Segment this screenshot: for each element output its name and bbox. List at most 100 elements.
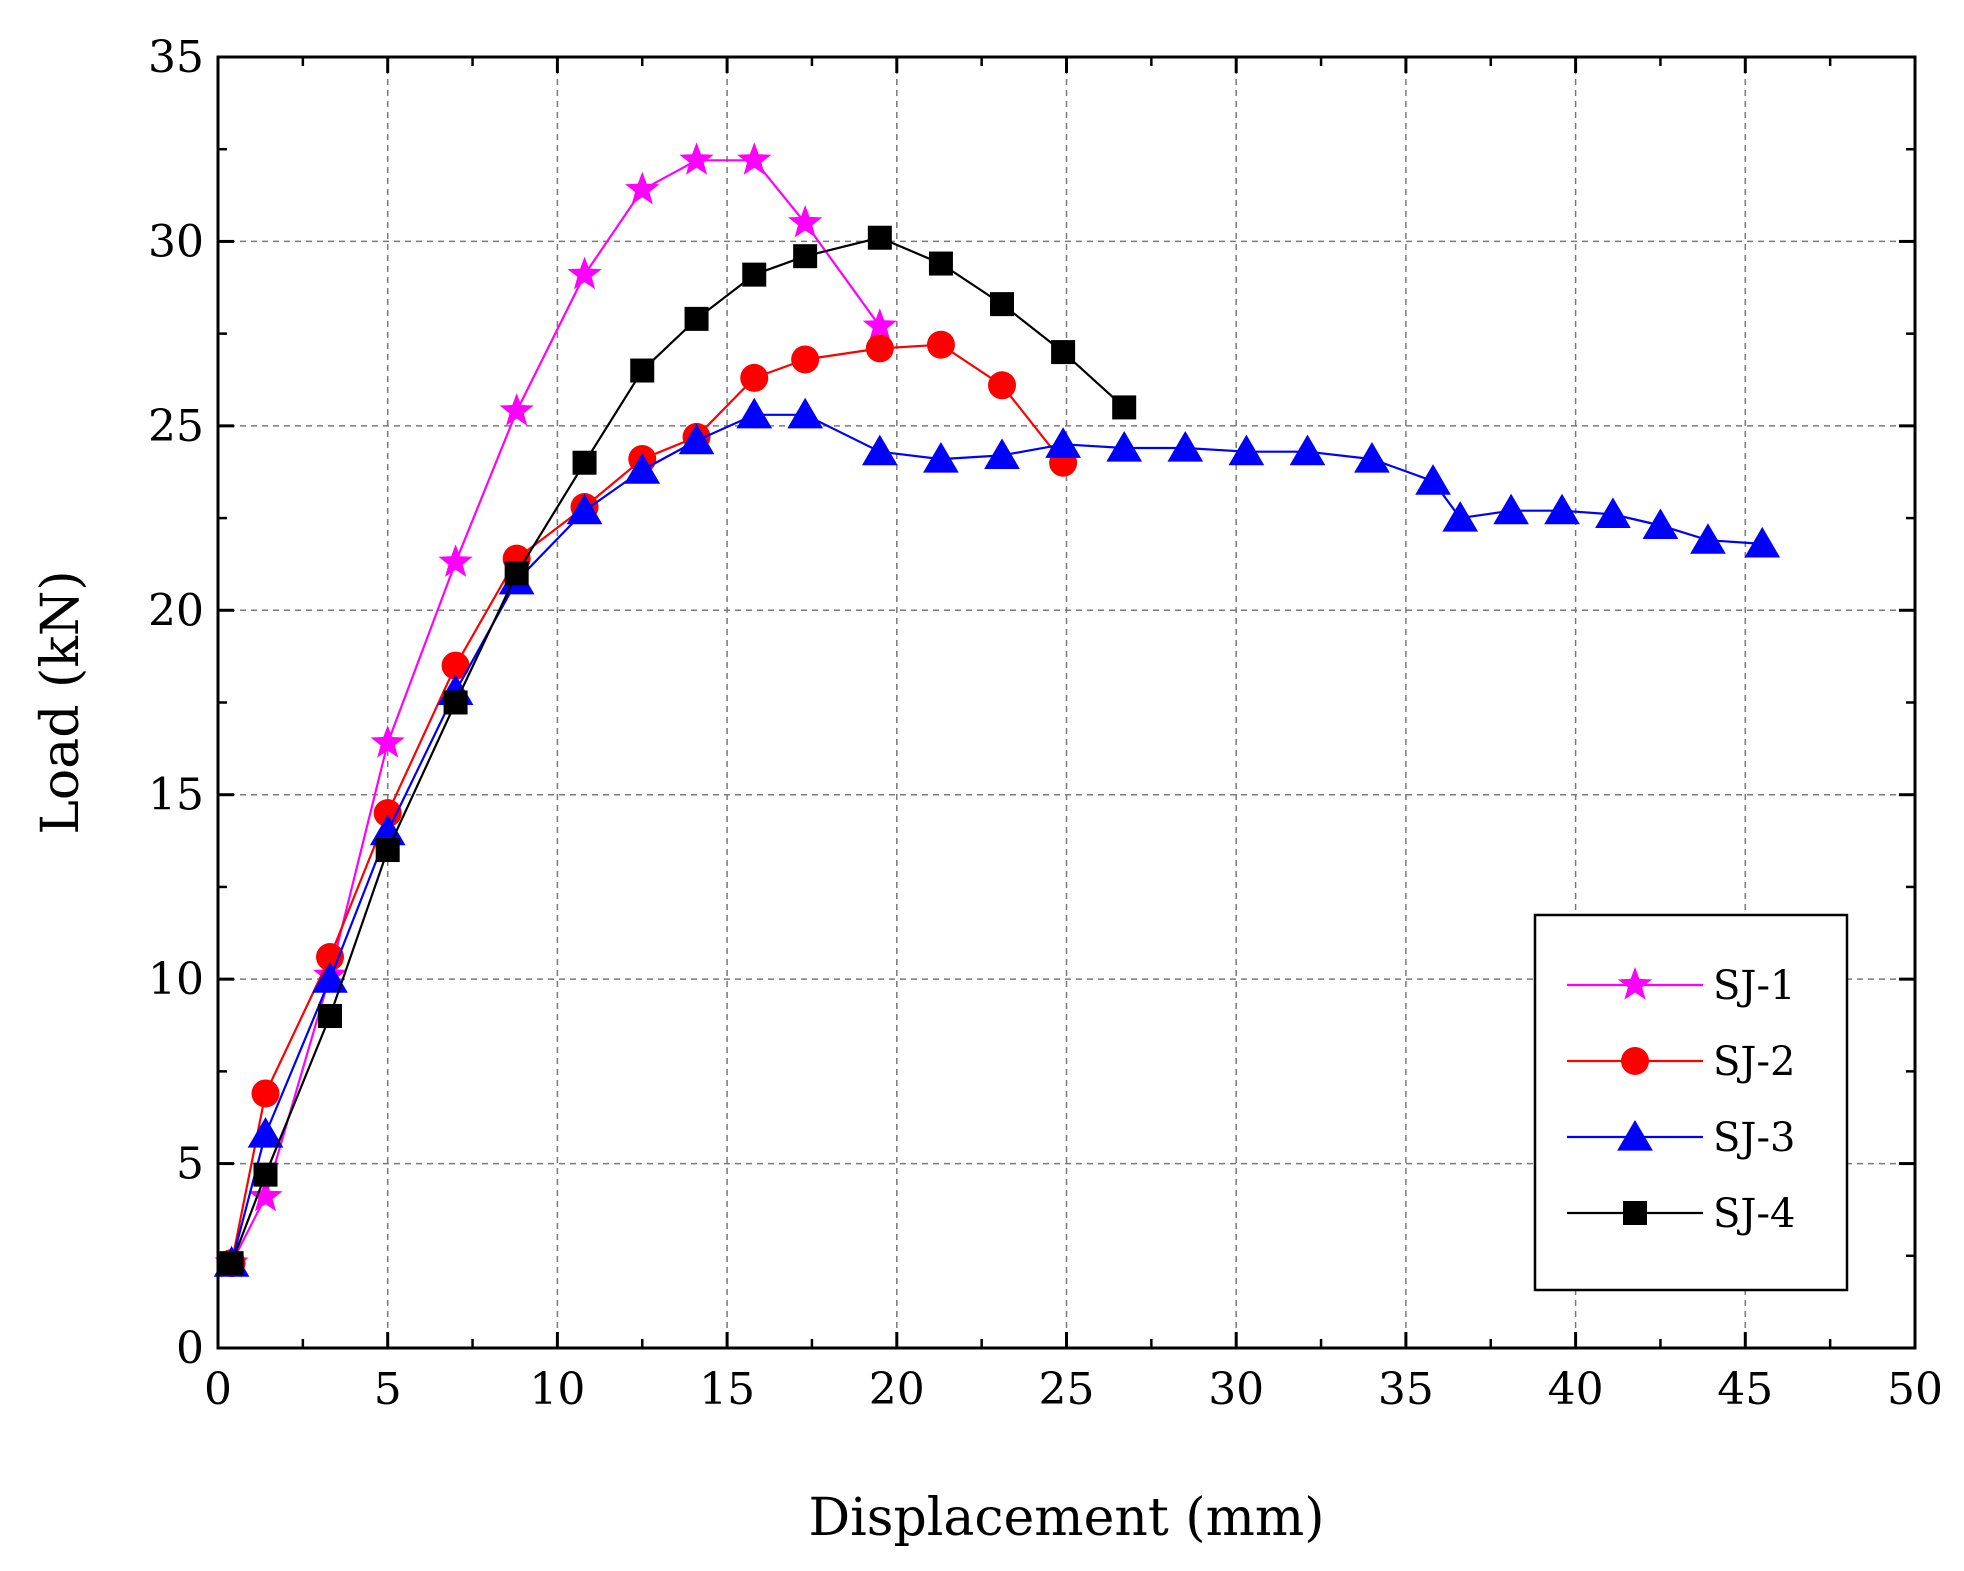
- sj-2-point: [988, 371, 1017, 400]
- x-tick-label: 10: [529, 1364, 585, 1415]
- sj-1-point: [370, 725, 405, 758]
- grid-lines: [218, 57, 1915, 1348]
- sj-4-line: [230, 236, 1125, 1264]
- series-sj-4: [219, 225, 1137, 1276]
- legend-box: [1533, 913, 1849, 1292]
- x-tick-label: 45: [1717, 1364, 1773, 1415]
- sj-4-point: [742, 262, 767, 287]
- legend-marker: [1617, 1120, 1653, 1151]
- legend-label: SJ-2: [1713, 1039, 1795, 1085]
- sj-3-point: [984, 438, 1020, 469]
- y-tick-label: 0: [176, 1323, 204, 1374]
- sj-4-point: [1051, 340, 1076, 365]
- sj-4-point: [504, 561, 529, 586]
- sj-3-point: [678, 423, 715, 455]
- sj-4-point: [630, 358, 655, 383]
- sj-1-point: [679, 142, 714, 175]
- sj-3-point: [1045, 427, 1081, 458]
- legend-entry-sj-3: SJ-3: [1567, 1115, 1795, 1161]
- sj-1-line: [230, 159, 881, 1264]
- sj-1-point: [737, 142, 772, 175]
- sj-4-point: [684, 306, 709, 331]
- sj-3-point: [1442, 501, 1479, 532]
- sj-4-point: [253, 1162, 278, 1187]
- sj-3-point: [1106, 430, 1143, 462]
- sj-3-point: [247, 1117, 284, 1148]
- legend-marker: [1617, 967, 1653, 1000]
- sj-3-point: [1595, 497, 1631, 528]
- sj-4-point: [928, 251, 953, 276]
- sj-4-point: [375, 838, 400, 863]
- sj-2-point: [791, 345, 820, 374]
- sj-1-point: [862, 308, 897, 341]
- x-tick-label: 5: [374, 1364, 402, 1415]
- legend: SJ-1 SJ-2 SJ-3 SJ-4: [1533, 913, 1849, 1292]
- sj-1-point: [788, 205, 823, 238]
- y-tick-label: 15: [148, 770, 204, 821]
- sj-3-point: [369, 814, 406, 846]
- sj-3-line: [230, 413, 1763, 1264]
- x-tick-label: 25: [1039, 1364, 1095, 1415]
- sj-2-point: [926, 330, 955, 359]
- sj-2-point: [373, 799, 402, 828]
- sj-4-point: [1112, 395, 1137, 420]
- y-axis-title: Load (kN): [31, 570, 91, 834]
- sj-3-point: [861, 434, 898, 466]
- x-axis-title: Displacement (mm): [808, 1488, 1324, 1548]
- legend-marker: [1623, 1201, 1647, 1225]
- legend-label: SJ-4: [1713, 1191, 1795, 1237]
- legend-entry-sj-1: SJ-1: [1567, 963, 1795, 1009]
- sj-2-point: [740, 363, 769, 392]
- sj-2-point: [251, 1079, 280, 1108]
- y-tick-label: 35: [148, 32, 204, 83]
- sj-3-point: [1544, 493, 1580, 525]
- sj-3-point: [1744, 526, 1781, 558]
- x-tick-label: 30: [1208, 1364, 1264, 1415]
- x-tick-label: 35: [1378, 1364, 1434, 1415]
- x-tick-label: 0: [204, 1364, 232, 1415]
- sj-3-point: [1289, 434, 1326, 466]
- y-tick-label: 30: [148, 216, 204, 267]
- sj-3-point: [1642, 508, 1679, 540]
- sj-3-point: [1354, 442, 1390, 473]
- sj-1-point: [567, 256, 602, 290]
- sj-4-point: [318, 1004, 343, 1029]
- sj-3-point: [312, 962, 348, 993]
- sj-3-point: [1228, 434, 1265, 466]
- x-tick-label: 50: [1887, 1364, 1943, 1415]
- sj-1-point: [438, 544, 473, 577]
- sj-1-point: [248, 1178, 283, 1212]
- series-sj-1: [214, 142, 897, 1278]
- x-tick-label: 15: [699, 1364, 755, 1415]
- y-tick-label: 25: [148, 401, 204, 452]
- sj-3-point: [566, 493, 603, 525]
- sj-3-point: [1690, 523, 1726, 554]
- sj-1-point: [625, 171, 660, 205]
- y-tick-label: 20: [148, 585, 204, 636]
- sj-4-point: [793, 244, 818, 269]
- sj-3-point: [624, 453, 661, 484]
- sj-1-point: [499, 393, 534, 426]
- axis-ticks: 0 5 10 15 20 25 30 35 40 45 50 0 5 10 15 20 25 30 35: [148, 32, 1943, 1415]
- legend-marker: [1621, 1047, 1649, 1075]
- x-tick-label: 20: [869, 1364, 925, 1415]
- sj-3-point: [1167, 430, 1204, 462]
- y-tick-label: 10: [148, 954, 204, 1005]
- x-tick-label: 40: [1548, 1364, 1604, 1415]
- sj-4-point: [443, 690, 468, 715]
- sj-3-point: [736, 397, 773, 429]
- data-series: [213, 142, 1781, 1278]
- sj-2-point: [441, 651, 470, 680]
- legend-entry-sj-4: SJ-4: [1567, 1191, 1795, 1237]
- sj-3-point: [1493, 493, 1529, 525]
- sj-4-point: [572, 450, 597, 475]
- sj-3-point: [1415, 464, 1451, 495]
- legend-label: SJ-1: [1713, 963, 1795, 1009]
- sj-3-point: [787, 397, 824, 429]
- legend-entry-sj-2: SJ-2: [1567, 1039, 1795, 1085]
- sj-4-point: [867, 225, 892, 250]
- sj-4-point: [990, 292, 1015, 317]
- sj-2-point: [865, 334, 894, 363]
- y-tick-label: 5: [176, 1139, 204, 1190]
